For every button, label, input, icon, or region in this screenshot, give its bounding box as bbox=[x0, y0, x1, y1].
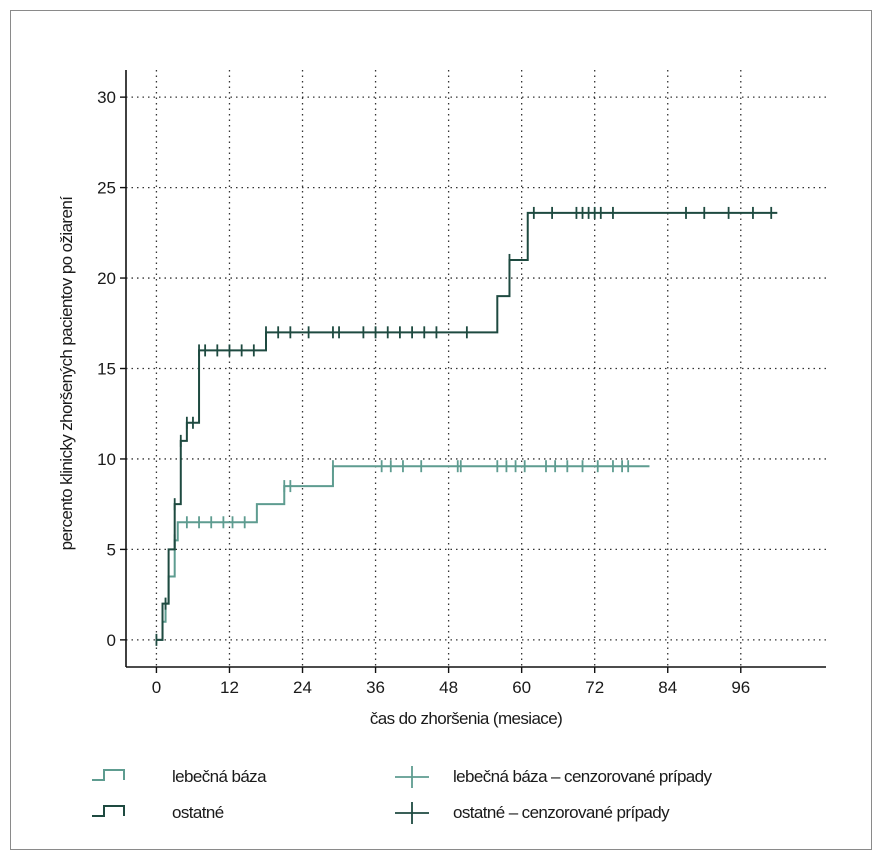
legend-label: lebečná báza bbox=[172, 767, 267, 786]
y-tick-label: 20 bbox=[97, 269, 116, 288]
series-line-ostatne bbox=[156, 211, 778, 641]
x-ticks: 0 12 24 36 48 60 72 84 96 bbox=[152, 667, 750, 697]
y-ticks: 0 5 10 15 20 25 30 bbox=[97, 88, 126, 650]
legend-label: ostatné – cenzorované prípady bbox=[453, 803, 670, 822]
y-tick-label: 15 bbox=[97, 360, 116, 379]
legend: lebečná báza ostatné lebečná báza – cenzor… bbox=[92, 766, 713, 824]
x-tick-label: 60 bbox=[512, 678, 531, 697]
x-tick-label: 48 bbox=[439, 678, 458, 697]
y-tick-label: 25 bbox=[97, 179, 116, 198]
x-tick-label: 24 bbox=[293, 678, 312, 697]
y-axis-label: percento klinicky zhoršených pacientov p… bbox=[57, 196, 76, 551]
x-tick-label: 96 bbox=[731, 678, 750, 697]
legend-step-glyph bbox=[92, 805, 125, 817]
legend-step-glyph bbox=[92, 769, 125, 781]
x-tick-label: 36 bbox=[366, 678, 385, 697]
figure-frame bbox=[10, 10, 872, 850]
legend-label: lebečná báza – cenzorované prípady bbox=[453, 767, 713, 786]
y-tick-label: 5 bbox=[107, 540, 116, 559]
y-tick-label: 0 bbox=[107, 631, 116, 650]
y-tick-label: 30 bbox=[97, 88, 116, 107]
x-tick-label: 12 bbox=[220, 678, 239, 697]
legend-label: ostatné bbox=[172, 803, 224, 822]
x-tick-label: 72 bbox=[585, 678, 604, 697]
series-group bbox=[155, 206, 778, 646]
x-tick-label: 84 bbox=[658, 678, 677, 697]
y-tick-label: 10 bbox=[97, 450, 116, 469]
grid bbox=[126, 70, 826, 667]
x-tick-label: 0 bbox=[152, 678, 161, 697]
series-line-lebecna-baza bbox=[156, 465, 650, 641]
x-axis-label: čas do zhoršenia (mesiace) bbox=[370, 709, 562, 728]
